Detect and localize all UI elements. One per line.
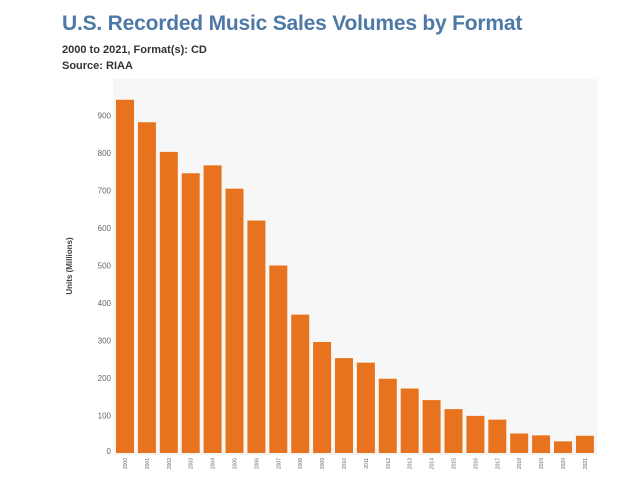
x-tick-label: 2012 (386, 458, 392, 469)
y-tick-label: 300 (98, 337, 112, 346)
y-axis: 0 100 200 300 400 500 600 700 800 900 (98, 112, 112, 457)
y-tick-label: 900 (98, 112, 112, 121)
x-tick-label: 2002 (167, 458, 173, 469)
bar (510, 433, 529, 453)
y-axis-label: Units (Millions) (65, 237, 74, 295)
x-tick-label: 2019 (539, 458, 545, 469)
x-tick-label: 2000 (123, 458, 129, 469)
x-tick-label: 2018 (517, 458, 523, 469)
bar (335, 358, 353, 453)
y-tick-label: 700 (98, 187, 112, 196)
x-tick-label: 2003 (189, 458, 195, 469)
chart-subtitle: 2000 to 2021, Format(s): CD (62, 44, 207, 56)
bars (116, 99, 594, 453)
y-tick-label: 100 (98, 412, 112, 421)
x-tick-label: 2015 (452, 458, 458, 469)
bar (532, 435, 551, 453)
bar (378, 378, 397, 453)
x-tick-label: 2009 (320, 458, 326, 469)
bar (466, 415, 485, 453)
x-tick-label: 2013 (408, 458, 414, 469)
bar (444, 409, 463, 453)
bar (247, 220, 266, 453)
x-tick-label: 2001 (145, 458, 151, 469)
chart-source: Source: RIAA (62, 60, 133, 72)
x-tick-label: 2020 (561, 458, 567, 469)
y-tick-label: 0 (107, 447, 112, 456)
bar (356, 362, 375, 453)
bar (313, 342, 332, 453)
y-tick-label: 800 (98, 149, 112, 158)
bar (203, 165, 222, 453)
x-axis: 2000 2001 2002 2003 2004 2005 2006 2007 2008 2009… (123, 458, 589, 469)
bar (488, 419, 507, 453)
y-tick-label: 500 (98, 262, 112, 271)
y-tick-label: 400 (98, 299, 112, 308)
bar (554, 441, 572, 453)
bar (269, 265, 288, 453)
chart-title: U.S. Recorded Music Sales Volumes by For… (62, 12, 523, 35)
bar (225, 188, 244, 453)
x-tick-label: 2004 (211, 458, 217, 469)
y-tick-label: 600 (98, 224, 112, 233)
y-tick-label: 200 (98, 374, 112, 383)
bar (400, 388, 419, 453)
bar (116, 99, 134, 453)
x-tick-label: 2010 (342, 458, 348, 469)
x-tick-label: 2006 (254, 458, 260, 469)
x-tick-label: 2016 (473, 458, 479, 469)
x-tick-label: 2008 (298, 458, 304, 469)
x-tick-label: 2014 (430, 458, 436, 469)
x-tick-label: 2017 (495, 458, 501, 469)
bar (137, 122, 156, 453)
bar (181, 173, 200, 453)
bar (291, 314, 310, 453)
bar (159, 151, 178, 453)
x-tick-label: 2007 (276, 458, 282, 469)
x-tick-label: 2021 (583, 458, 589, 469)
bar (575, 435, 594, 453)
x-tick-label: 2005 (233, 458, 239, 469)
x-tick-label: 2011 (364, 458, 370, 469)
bar (422, 400, 441, 453)
